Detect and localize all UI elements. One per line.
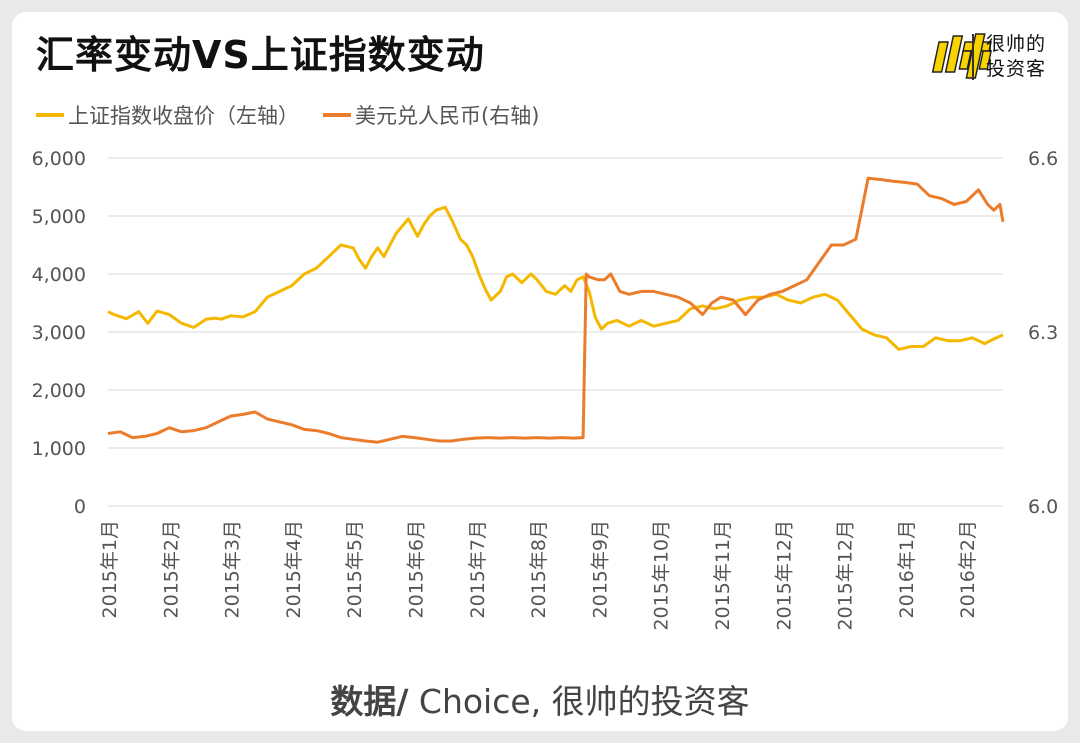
series-line-usdcny bbox=[107, 176, 1005, 444]
x-tick-label: 2015年8月 bbox=[528, 520, 550, 618]
legend-swatch-shanghai bbox=[36, 113, 64, 117]
x-tick-label: 2015年4月 bbox=[283, 520, 305, 618]
y-left-tick-label: 5,000 bbox=[32, 206, 86, 228]
x-tick-label: 2015年10月 bbox=[651, 520, 673, 631]
chart-legend: 上证指数收盘价（左轴） 美元兑人民币(右轴) bbox=[36, 100, 563, 130]
source-text: Choice, 很帅的投资客 bbox=[408, 682, 750, 721]
y-right-tick-label: 6.6 bbox=[1028, 148, 1058, 170]
y-right-tick-label: 6.0 bbox=[1028, 496, 1058, 518]
y-left-tick-label: 0 bbox=[74, 496, 86, 518]
source-prefix: 数据/ bbox=[330, 682, 409, 721]
y-left-tick-label: 6,000 bbox=[32, 148, 86, 170]
brand-line2: 投资客 bbox=[986, 58, 1047, 80]
x-tick-label: 2015年9月 bbox=[589, 520, 611, 618]
y-right-tick-label: 6.3 bbox=[1028, 322, 1058, 344]
x-tick-label: 2015年3月 bbox=[222, 520, 244, 618]
chart-title: 汇率变动VS上证指数变动 bbox=[36, 33, 485, 77]
x-tick-label: 2015年12月 bbox=[835, 520, 857, 631]
x-tick-label: 2015年5月 bbox=[344, 520, 366, 618]
legend-label-shanghai: 上证指数收盘价（左轴） bbox=[68, 104, 299, 128]
brand-separator bbox=[972, 34, 974, 80]
y-left-tick-label: 1,000 bbox=[32, 438, 86, 460]
x-tick-label: 2016年2月 bbox=[957, 520, 979, 618]
x-tick-label: 2016年1月 bbox=[896, 520, 918, 618]
legend-swatch-usdcny bbox=[323, 113, 351, 117]
x-tick-label: 2015年12月 bbox=[773, 520, 795, 631]
brand-name: 很帅的 投资客 bbox=[986, 32, 1046, 82]
legend-label-usdcny: 美元兑人民币(右轴) bbox=[355, 104, 540, 128]
brand-logo-icon bbox=[931, 33, 993, 79]
y-left-tick-label: 3,000 bbox=[32, 322, 86, 344]
brand-line1: 很帅的 bbox=[986, 33, 1047, 55]
x-tick-label: 2015年11月 bbox=[712, 520, 734, 631]
legend-item-shanghai: 上证指数收盘价（左轴） bbox=[36, 100, 299, 130]
x-tick-label: 2015年1月 bbox=[99, 520, 121, 618]
y-left-tick-label: 4,000 bbox=[32, 264, 86, 286]
source-note: 数据/ Choice, 很帅的投资客 bbox=[0, 675, 1080, 723]
series-line-shanghai bbox=[107, 205, 1004, 351]
x-tick-label: 2015年6月 bbox=[406, 520, 428, 618]
chart-card bbox=[12, 12, 1068, 731]
y-left-tick-label: 2,000 bbox=[32, 380, 86, 402]
legend-item-usdcny: 美元兑人民币(右轴) bbox=[323, 100, 539, 130]
x-tick-label: 2015年2月 bbox=[160, 520, 182, 618]
x-tick-label: 2015年7月 bbox=[467, 520, 489, 618]
